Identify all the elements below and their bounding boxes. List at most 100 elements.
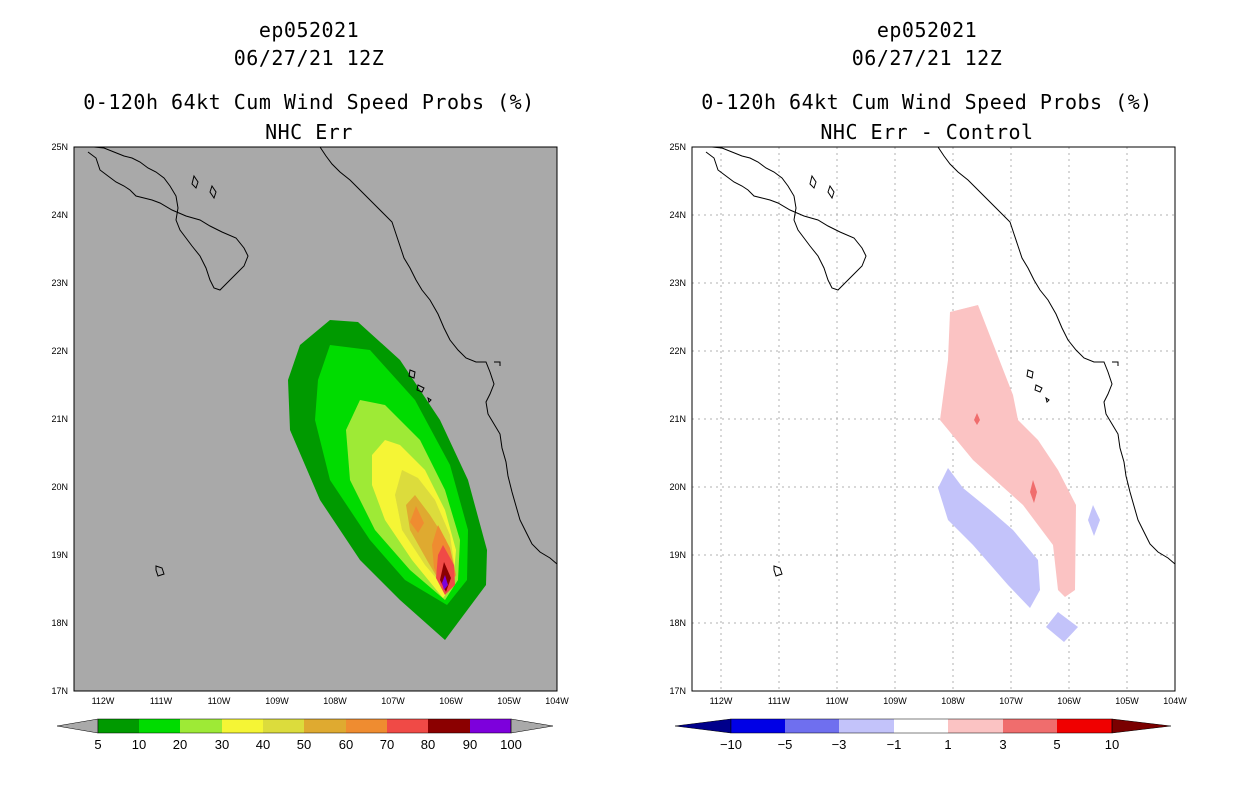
lon-label: 111W: [768, 696, 791, 706]
colorbar-swatch: [894, 719, 948, 733]
colorbar-swatch: [428, 719, 470, 733]
contour-neg-1-3c: [1088, 505, 1100, 536]
lon-label: 104W: [1163, 696, 1187, 706]
colorbar-label: 80: [421, 737, 435, 752]
colorbar-overflow: [1111, 718, 1172, 734]
right-title-storm-id: ep052021: [876, 18, 978, 42]
colorbar-label: 3: [999, 737, 1006, 752]
colorbar-swatch: [731, 719, 785, 733]
lat-label: 23N: [51, 278, 68, 288]
colorbar-label: 5: [94, 737, 101, 752]
lat-label: 18N: [51, 618, 68, 628]
contour-neg-1-3b: [1046, 612, 1078, 642]
left-coastline: [87, 147, 557, 577]
lon-label: 109W: [265, 696, 289, 706]
colorbar-underflow: [56, 718, 99, 734]
lat-label: 20N: [669, 482, 686, 492]
left-colorbar: [56, 718, 554, 734]
colorbar-swatch: [387, 719, 428, 733]
contour-pos-3-5b: [1030, 480, 1037, 503]
lon-label: 107W: [999, 696, 1023, 706]
left-title-subtitle: NHC Err: [265, 120, 353, 144]
right-title-subtitle: NHC Err - Control: [820, 120, 1034, 144]
colorbar-label: 20: [173, 737, 187, 752]
contour-90: [442, 575, 448, 590]
colorbar-label: 70: [380, 737, 394, 752]
right-panel: ep052021 06/27/21 12Z 0-120h 64kt Cum Wi…: [618, 0, 1236, 800]
colorbar-swatch: [839, 719, 894, 733]
right-colorbar-labels: −10 −5 −3 −1 1 3 5 10: [720, 737, 1119, 752]
left-title-product: 0-120h 64kt Cum Wind Speed Probs (%): [83, 90, 535, 114]
right-title-date: 06/27/21 12Z: [851, 46, 1003, 70]
right-title-product: 0-120h 64kt Cum Wind Speed Probs (%): [701, 90, 1153, 114]
lat-label: 22N: [669, 346, 686, 356]
colorbar-label: −1: [887, 737, 902, 752]
lon-label: 106W: [439, 696, 463, 706]
colorbar-swatch: [222, 719, 263, 733]
lat-label: 17N: [51, 686, 68, 696]
colorbar-swatch: [785, 719, 839, 733]
lat-label: 19N: [51, 550, 68, 560]
colorbar-label: 1: [944, 737, 951, 752]
right-colorbar: [674, 718, 1172, 734]
colorbar-label: −10: [720, 737, 742, 752]
colorbar-label: 100: [500, 737, 522, 752]
left-title-storm-id: ep052021: [258, 18, 360, 42]
lon-label: 105W: [1115, 696, 1139, 706]
right-gridlines: [692, 147, 1175, 691]
colorbar-overflow: [510, 718, 554, 734]
left-probability-contours: [288, 320, 487, 640]
left-panel: ep052021 06/27/21 12Z 0-120h 64kt Cum Wi…: [51, 18, 570, 752]
colorbar-swatch: [346, 719, 387, 733]
lat-label: 23N: [669, 278, 686, 288]
lon-label: 107W: [381, 696, 405, 706]
contour-pos-1-3: [940, 305, 1076, 597]
lon-label: 105W: [497, 696, 521, 706]
colorbar-label: 30: [215, 737, 229, 752]
colorbar-swatch: [304, 719, 346, 733]
colorbar-label: 10: [132, 737, 146, 752]
contour-neg-1-3: [938, 468, 1040, 608]
colorbar-swatch: [470, 719, 511, 733]
lon-label: 111W: [150, 696, 173, 706]
lat-label: 19N: [669, 550, 686, 560]
right-lon-axis: 112W 111W 110W 109W 108W 107W 106W 105W …: [710, 696, 1188, 706]
colorbar-label: 5: [1053, 737, 1060, 752]
right-lat-axis: 25N 24N 23N 22N 21N 20N 19N 18N 17N: [669, 142, 686, 696]
left-lat-axis: 25N 24N 23N 22N 21N 20N 19N 18N 17N: [51, 142, 68, 696]
colorbar-swatch: [98, 719, 139, 733]
left-map: 25N 24N 23N 22N 21N 20N 19N 18N 17N 112W…: [51, 142, 570, 752]
right-coastline: [705, 147, 1175, 577]
colorbar-label: 40: [256, 737, 270, 752]
colorbar-swatch: [180, 719, 222, 733]
colorbar-swatch: [139, 719, 180, 733]
lat-label: 21N: [51, 414, 68, 424]
colorbar-label: −5: [778, 737, 793, 752]
lat-label: 24N: [669, 210, 686, 220]
lon-label: 112W: [710, 696, 733, 706]
lat-label: 25N: [51, 142, 68, 152]
lat-label: 24N: [51, 210, 68, 220]
lon-label: 110W: [208, 696, 231, 706]
left-title-date: 06/27/21 12Z: [233, 46, 385, 70]
colorbar-label: 50: [297, 737, 311, 752]
lat-label: 17N: [669, 686, 686, 696]
colorbar-swatch: [948, 719, 1003, 733]
colorbar-label: 90: [463, 737, 477, 752]
lat-label: 21N: [669, 414, 686, 424]
colorbar-swatch: [1003, 719, 1057, 733]
lon-label: 112W: [92, 696, 115, 706]
lon-label: 109W: [883, 696, 907, 706]
lat-label: 25N: [669, 142, 686, 152]
lat-label: 20N: [51, 482, 68, 492]
lat-label: 22N: [51, 346, 68, 356]
colorbar-swatch: [1057, 719, 1112, 733]
contour-pos-3-5: [974, 413, 980, 425]
right-map: 25N 24N 23N 22N 21N 20N 19N 18N 17N 112W…: [669, 142, 1188, 752]
contour-60b: [410, 506, 424, 533]
left-lon-axis: 112W 111W 110W 109W 108W 107W 106W 105W …: [92, 696, 570, 706]
lat-label: 18N: [669, 618, 686, 628]
colorbar-underflow: [674, 718, 732, 734]
right-difference-contours: [938, 305, 1100, 642]
lon-label: 108W: [941, 696, 965, 706]
